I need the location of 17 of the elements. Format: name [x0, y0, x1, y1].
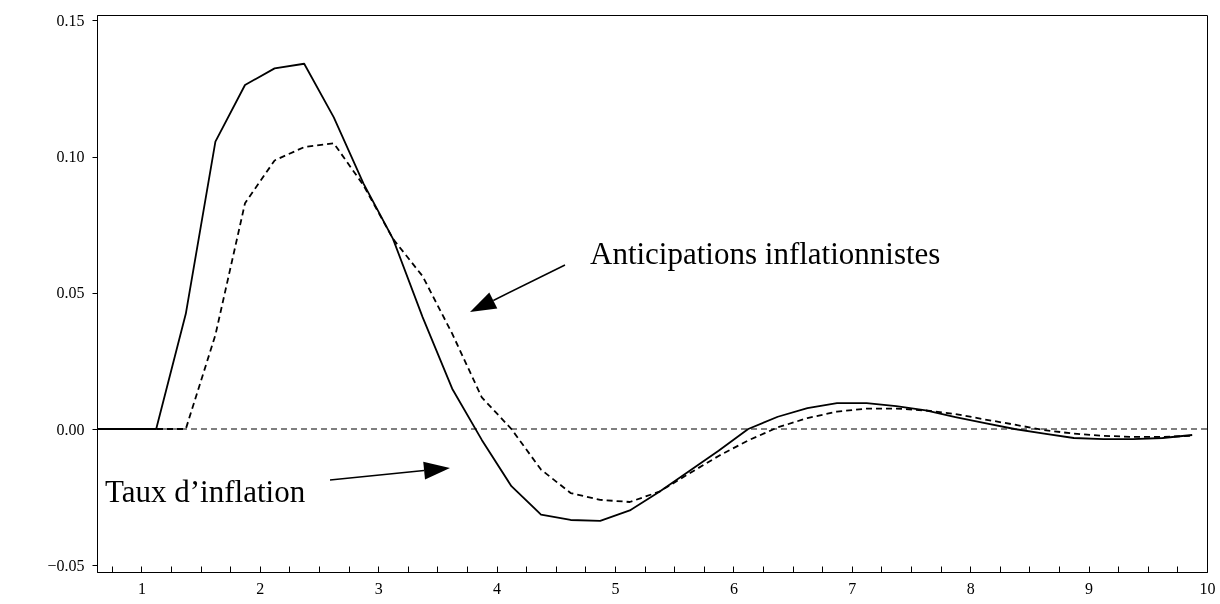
x-tick-label: 2	[256, 579, 265, 597]
y-tick-label: 0.00	[56, 420, 85, 438]
x-tick-label: 9	[1085, 579, 1094, 597]
annotation: Anticipations inflationnistes	[590, 236, 941, 271]
x-tick-label: 1	[137, 579, 146, 597]
x-tick-label: 4	[493, 579, 502, 597]
x-tick-label: 6	[729, 579, 738, 597]
x-tick-label: 5	[611, 579, 620, 597]
x-tick-label: 10	[1199, 579, 1216, 597]
x-tick-label: 8	[966, 579, 975, 597]
y-tick-label: 0.05	[56, 284, 85, 302]
y-tick-label: 0.15	[56, 11, 85, 29]
y-tick-label: 0.10	[56, 148, 85, 166]
x-tick-label: 7	[848, 579, 857, 597]
annotation: Taux d’inflation	[105, 474, 306, 509]
y-tick-label: −0.05	[47, 556, 85, 574]
x-tick-label: 3	[374, 579, 383, 597]
